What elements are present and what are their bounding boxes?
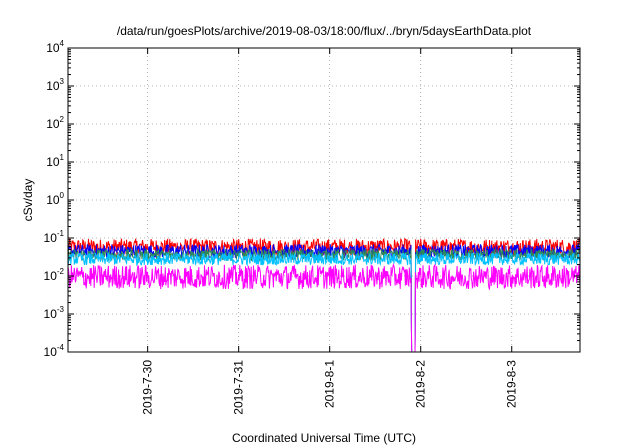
x-axis-label: Coordinated Universal Time (UTC) (232, 431, 416, 445)
y-tick-exponent: 0 (60, 191, 65, 200)
y-axis-label: cSv/day (21, 179, 35, 222)
x-tick-label: 2019-8-1 (323, 360, 337, 408)
y-tick-base: 10 (46, 79, 60, 93)
y-tick-base: 10 (44, 345, 58, 359)
y-tick-label: 10-2 (44, 267, 65, 283)
x-tick-label: 2019-7-31 (232, 360, 246, 415)
y-tick-exponent: 1 (60, 153, 65, 162)
x-tick-label: 2019-7-30 (141, 360, 155, 415)
y-tick-label: 102 (46, 115, 64, 131)
y-tick-base: 10 (46, 155, 60, 169)
y-tick-exponent: 3 (60, 77, 65, 86)
y-tick-label: 101 (46, 153, 64, 169)
y-tick-exponent: 4 (60, 39, 65, 48)
y-tick-label: 10-4 (44, 343, 65, 359)
series-layer (67, 237, 581, 353)
y-tick-exponent: -3 (57, 305, 65, 314)
series-line (67, 251, 581, 353)
y-tick-exponent: -2 (57, 267, 65, 276)
y-tick-label: 103 (46, 77, 64, 93)
series-line (67, 237, 581, 353)
y-tick-base: 10 (46, 193, 60, 207)
y-tick-base: 10 (46, 117, 60, 131)
y-tick-exponent: -1 (57, 229, 65, 238)
series-line (67, 247, 581, 353)
y-tick-label: 104 (46, 39, 64, 55)
y-tick-exponent: -4 (57, 343, 65, 352)
y-tick-label: 100 (46, 191, 64, 207)
x-tick-label: 2019-8-2 (414, 360, 428, 408)
y-tick-base: 10 (46, 41, 60, 55)
x-axis: 2019-7-30 2019-7-31 2019-8-1 2019-8-2 2019-8… (141, 48, 519, 415)
grid (68, 48, 580, 352)
chart-title: /data/run/goesPlots/archive/2019-08-03/1… (117, 24, 532, 38)
y-tick-base: 10 (44, 307, 58, 321)
y-tick-label: 10-3 (44, 305, 65, 321)
series-line (67, 242, 581, 353)
x-tick-label: 2019-8-3 (505, 360, 519, 408)
series-line (67, 262, 581, 353)
y-tick-exponent: 2 (60, 115, 65, 124)
y-tick-label: 10-1 (44, 229, 65, 245)
y-tick-base: 10 (44, 231, 58, 245)
y-tick-base: 10 (44, 269, 58, 283)
